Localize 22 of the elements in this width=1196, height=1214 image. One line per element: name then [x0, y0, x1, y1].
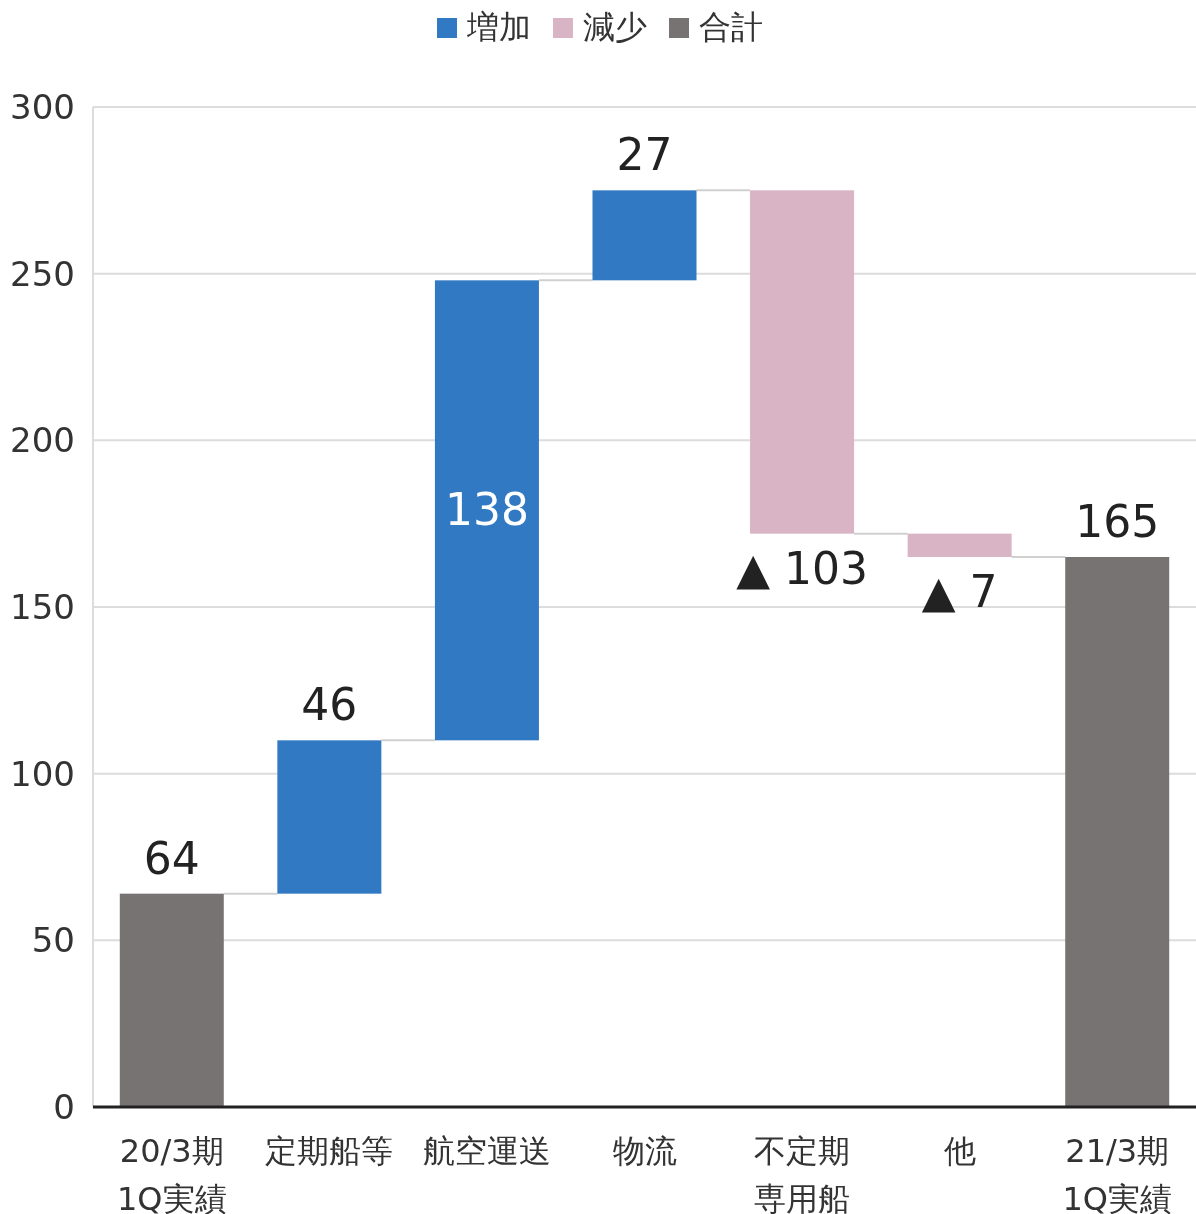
legend-label: 増加	[466, 8, 531, 46]
data-label: 64	[143, 832, 200, 884]
legend-label: 減少	[583, 8, 647, 46]
data-label: 46	[301, 679, 358, 731]
data-label: 138	[444, 484, 529, 536]
y-tick-label: 0	[53, 1087, 75, 1127]
data-label: ▲ 103	[736, 542, 868, 594]
legend-label: 合計	[699, 8, 763, 46]
y-tick-label: 100	[10, 753, 75, 794]
y-tick-label: 250	[10, 253, 75, 294]
y-tick-label: 50	[31, 920, 75, 961]
x-tick-label: 不定期専用船	[754, 1132, 851, 1214]
data-label: 165	[1075, 496, 1160, 547]
data-label: 27	[616, 129, 673, 181]
y-tick-label: 300	[10, 87, 75, 127]
x-tick-label: 航空運送	[422, 1132, 551, 1170]
y-tick-label: 200	[10, 420, 75, 461]
data-label: ▲ 7	[921, 566, 998, 617]
x-tick-label: 物流	[612, 1132, 677, 1170]
y-tick-label: 150	[10, 587, 75, 627]
x-tick-label: 他	[943, 1132, 976, 1170]
x-tick-label: 定期船等	[265, 1132, 394, 1170]
